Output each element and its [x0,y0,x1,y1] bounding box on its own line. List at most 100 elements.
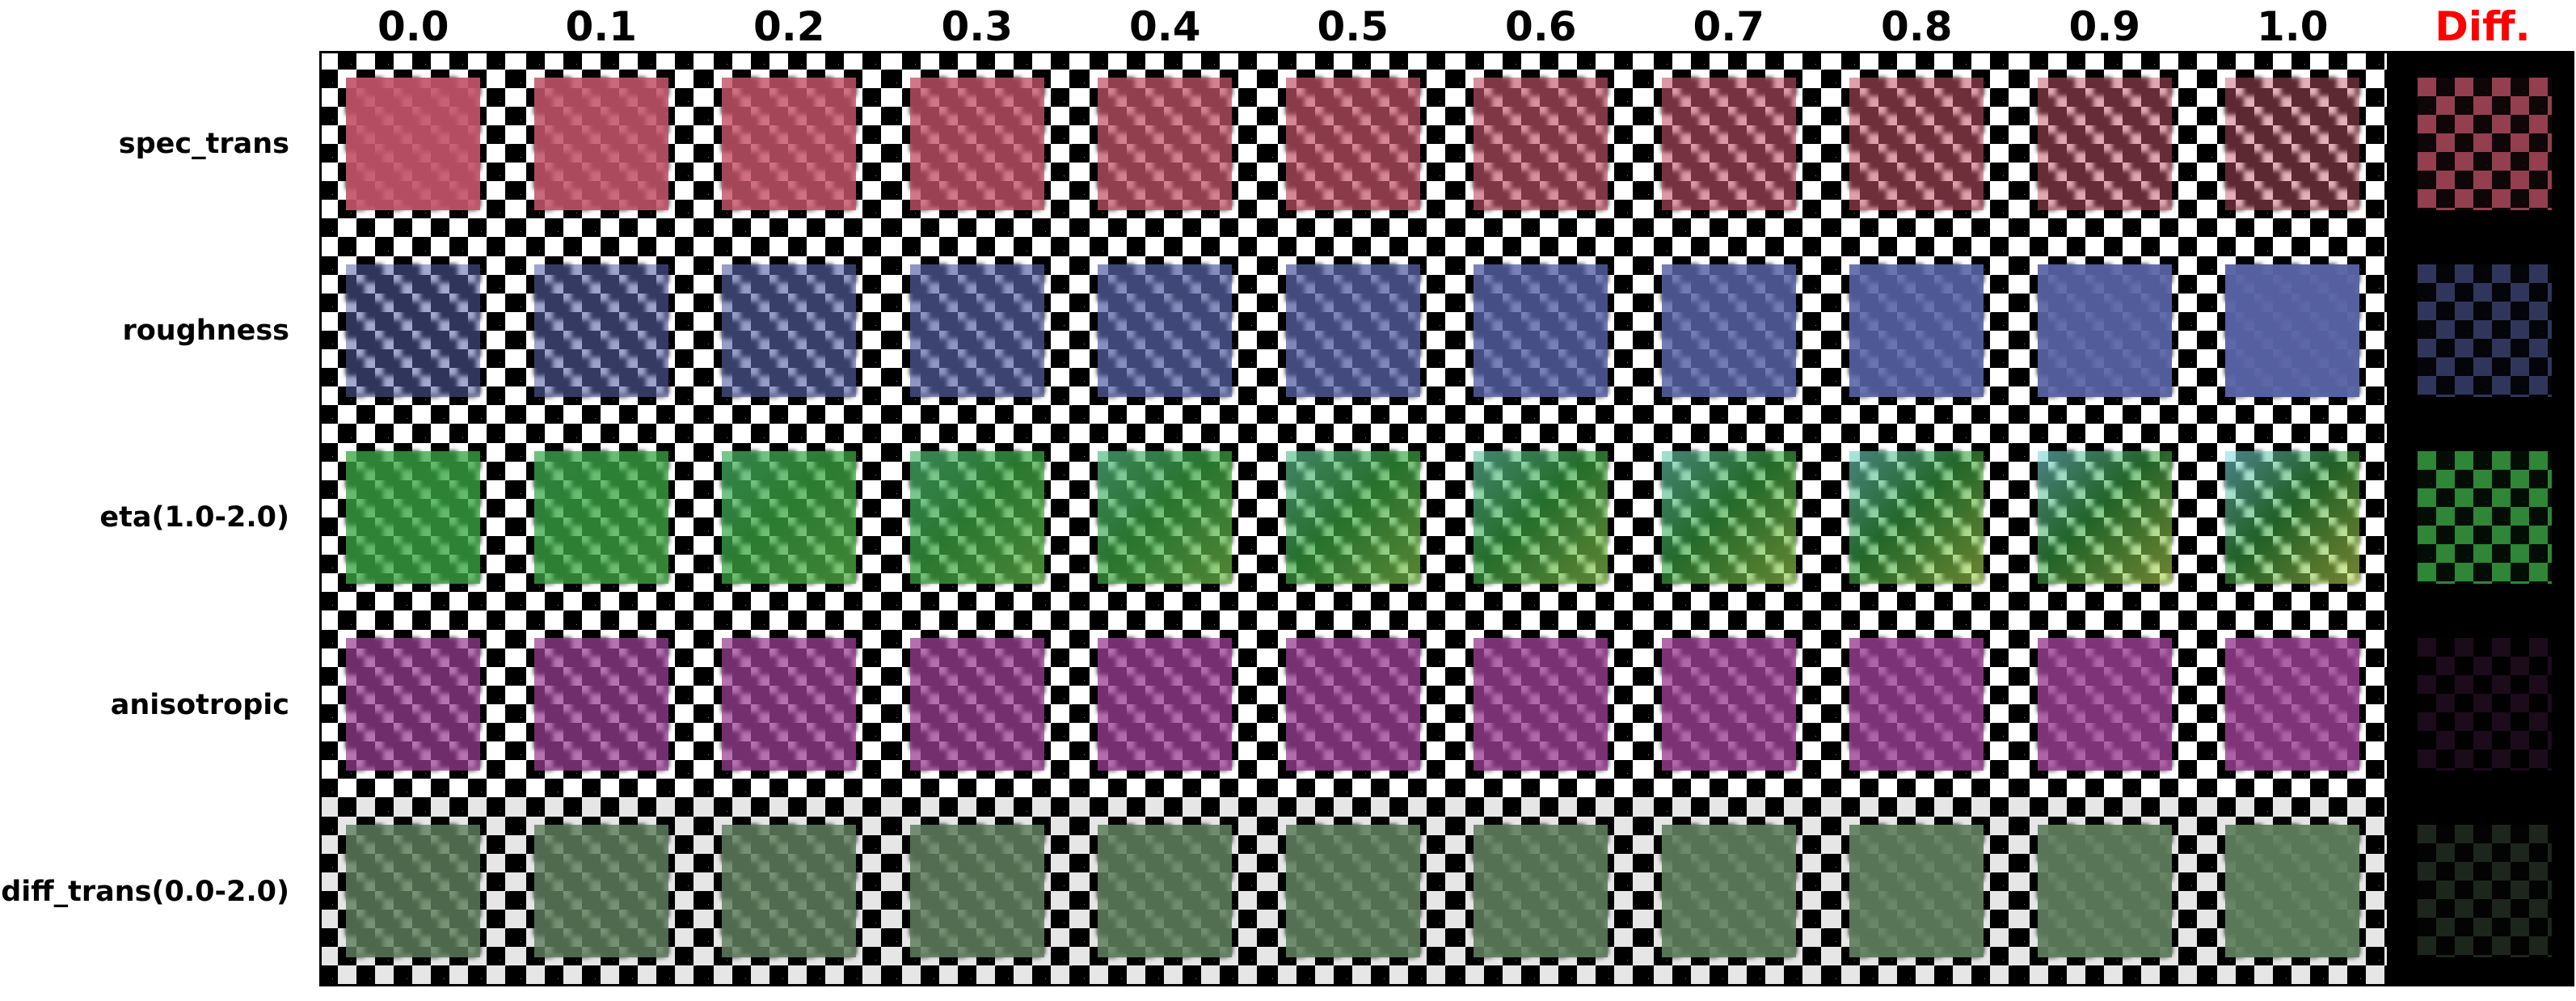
column-header-0.0: 0.0 [377,3,449,50]
material-square [2225,825,2359,957]
render-cell [695,238,884,425]
material-tint [1285,264,1420,397]
render-cell [1071,798,1260,984]
material-square [1661,78,1796,210]
material-square [533,638,668,771]
render-cell [322,53,508,239]
render-cell [1258,238,1448,425]
material-tint [1098,638,1232,771]
material-tint [1285,825,1420,957]
material-square [2225,78,2359,210]
material-square [1098,825,1232,957]
diff-column-header: Diff. [2435,3,2531,50]
material-square [1098,264,1232,397]
diff-cell [2386,424,2572,612]
material-tint [1098,825,1232,957]
material-tint [722,451,856,584]
render-cell [883,424,1072,612]
material-tint [1661,825,1796,957]
material-tint [1285,78,1420,210]
material-square [346,638,480,771]
column-header-0.3: 0.3 [941,3,1014,50]
material-square [2037,78,2172,210]
material-square [909,451,1044,584]
material-square [1098,638,1232,771]
material-square [533,825,668,957]
diff-texture [2417,264,2552,397]
render-cell [1823,798,2012,984]
material-tint [1661,78,1796,210]
diff-texture [2417,78,2552,210]
material-square [909,78,1044,210]
material-square [1474,451,1608,584]
material-square [1285,638,1420,771]
render-cell [2199,424,2388,612]
render-cell [1071,53,1260,239]
render-cell [1258,424,1448,612]
material-parameter-grid [319,51,2574,986]
diff-square [2417,264,2552,397]
material-tint [909,264,1044,397]
material-square [2037,451,2172,584]
material-square [1849,78,1984,210]
diff-cell [2386,798,2572,984]
material-tint [2225,78,2359,210]
render-cell [1258,611,1448,799]
material-tint [533,825,668,957]
column-header-1.0: 1.0 [2256,3,2329,50]
material-tint [346,638,480,771]
material-tint [1285,451,1420,584]
material-square [722,78,856,210]
render-cell [507,424,696,612]
row-label-5: diff_trans(0.0-2.0) [1,876,289,908]
material-tint [2037,825,2172,957]
render-cell [1447,53,1636,239]
row-label-1: spec_trans [118,128,289,160]
material-tint [2225,264,2359,397]
material-square [1285,825,1420,957]
material-tint [722,264,856,397]
material-tint [722,78,856,210]
material-square [2225,264,2359,397]
material-square [1849,451,1984,584]
render-cell [1634,424,1823,612]
render-cell [883,798,1072,984]
render-cell [507,53,696,239]
diff-square [2417,638,2552,771]
material-square [533,78,668,210]
material-tint [909,78,1044,210]
material-tint [2225,451,2359,584]
material-square [1661,451,1796,584]
material-tint [909,451,1044,584]
material-tint [2037,78,2172,210]
material-square [722,264,856,397]
render-cell [2010,611,2199,799]
render-cell [883,238,1072,425]
material-square [722,638,856,771]
render-cell [1634,238,1823,425]
material-tint [533,451,668,584]
column-header-0.2: 0.2 [753,3,825,50]
material-square [1849,264,1984,397]
render-cell [1634,798,1823,984]
material-tint [1849,638,1984,771]
render-cell [2010,53,2199,239]
render-cell [1071,238,1260,425]
render-cell [1447,611,1636,799]
material-tint [533,264,668,397]
row-label-2: roughness [122,315,289,347]
render-cell [883,611,1072,799]
material-tint [1098,264,1232,397]
render-cell [1447,424,1636,612]
column-header-0.1: 0.1 [565,3,638,50]
material-square [1098,78,1232,210]
row-label-3: eta(1.0-2.0) [99,501,289,534]
material-square [909,264,1044,397]
material-tint [346,264,480,397]
render-cell [507,798,696,984]
render-cell [1823,611,2012,799]
material-square [722,451,856,584]
material-tint [1474,78,1608,210]
render-cell [507,238,696,425]
material-tint [2037,638,2172,771]
